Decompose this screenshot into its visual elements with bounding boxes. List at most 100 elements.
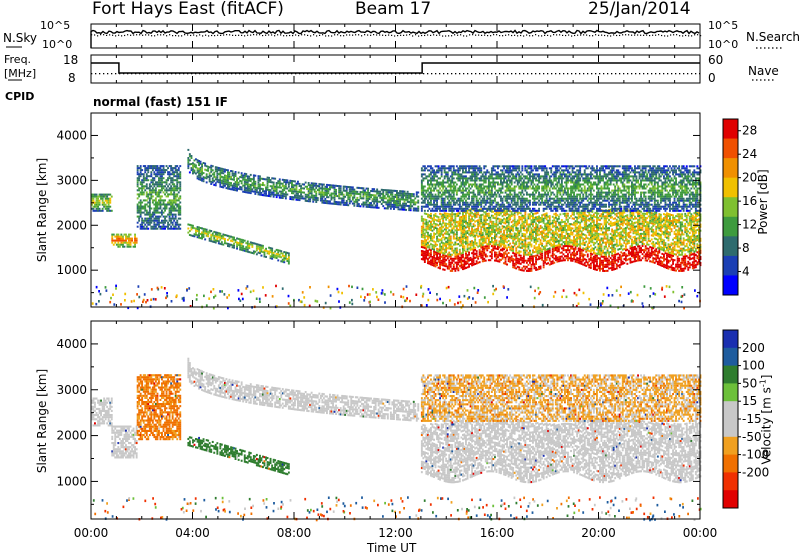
- data-cell: [532, 225, 534, 228]
- data-cell: [291, 180, 293, 182]
- data-cell: [510, 221, 513, 224]
- data-cell: [147, 179, 150, 182]
- data-cell: [204, 238, 207, 241]
- data-cell: [142, 187, 145, 190]
- data-cell: [231, 236, 234, 239]
- data-cell: [497, 229, 499, 232]
- data-cell: [345, 187, 348, 190]
- data-cell: [357, 203, 360, 206]
- data-cell: [457, 220, 460, 223]
- data-cell: [646, 217, 649, 220]
- data-cell: [533, 216, 536, 219]
- data-cell: [466, 254, 469, 257]
- data-cell: [507, 233, 510, 236]
- data-cell: [480, 208, 483, 211]
- data-cell: [220, 182, 223, 184]
- data-cell: [199, 178, 202, 181]
- data-cell: [443, 232, 446, 235]
- data-cell: [231, 244, 234, 247]
- data-cell: [433, 254, 435, 257]
- data-cell: [454, 261, 457, 264]
- data-cell: [240, 188, 243, 191]
- data-cell: [443, 242, 446, 245]
- data-cell: [568, 235, 571, 238]
- data-cell: [417, 199, 420, 202]
- data-cell: [109, 199, 112, 202]
- data-cell: [153, 185, 156, 188]
- data-cell: [260, 254, 263, 257]
- data-cell: [463, 227, 466, 230]
- data-cell: [382, 199, 385, 202]
- data-cell: [400, 206, 403, 209]
- data-cell: [167, 179, 169, 182]
- data-cell: [335, 203, 337, 205]
- data-cell: [248, 189, 251, 192]
- data-cell: [533, 245, 536, 248]
- data-cell: [275, 196, 278, 199]
- data-cell: [422, 230, 425, 233]
- data-cell: [283, 187, 286, 190]
- data-cell: [477, 245, 480, 248]
- data-cell: [230, 235, 232, 238]
- data-cell: [515, 257, 518, 260]
- data-cell: [483, 251, 486, 254]
- data-cell: [547, 248, 550, 251]
- data-cell: [472, 223, 475, 226]
- data-cell: [153, 179, 156, 182]
- data-cell: [220, 169, 223, 172]
- data-cell: [313, 190, 316, 193]
- data-cell: [452, 219, 455, 222]
- data-cell: [205, 165, 208, 168]
- data-cell: [147, 197, 150, 200]
- data-cell: [445, 230, 448, 233]
- data-cell: [177, 205, 180, 208]
- data-cell: [480, 218, 483, 221]
- data-cell: [527, 257, 530, 260]
- data-cell: [150, 181, 153, 184]
- data-cell: [480, 256, 483, 259]
- data-cell: [544, 237, 547, 240]
- data-cell: [439, 249, 441, 252]
- data-cell: [144, 169, 147, 172]
- data-cell: [145, 209, 148, 212]
- data-cell: [153, 221, 156, 224]
- data-cell: [110, 195, 113, 198]
- data-cell: [564, 226, 566, 229]
- data-cell: [367, 199, 369, 202]
- data-cell: [547, 229, 550, 232]
- data-cell: [550, 222, 553, 225]
- data-cell: [142, 181, 145, 184]
- data-cell: [283, 185, 286, 188]
- data-cell: [154, 205, 157, 208]
- data-cell: [503, 233, 505, 236]
- data-cell: [422, 232, 425, 235]
- data-cell: [154, 183, 157, 186]
- data-cell: [220, 235, 223, 238]
- data-cell: [394, 196, 397, 198]
- data-cell: [225, 187, 228, 190]
- data-cell: [536, 230, 539, 233]
- data-cell: [142, 225, 145, 228]
- data-cell: [469, 248, 472, 251]
- data-cell: [142, 177, 145, 180]
- data-cell: [174, 169, 177, 172]
- data-cell: [466, 223, 469, 226]
- data-cell: [403, 200, 406, 203]
- data-cell: [365, 195, 368, 198]
- data-cell: [103, 205, 106, 208]
- data-cell: [463, 217, 466, 219]
- data-cell: [503, 254, 505, 257]
- data-cell: [177, 211, 180, 214]
- data-cell: [338, 193, 341, 196]
- data-cell: [217, 232, 220, 235]
- data-cell: [333, 200, 336, 203]
- data-cell: [284, 193, 287, 196]
- data-cell: [494, 237, 496, 240]
- data-cell: [115, 237, 118, 240]
- data-cell: [147, 223, 150, 226]
- data-cell: [289, 187, 292, 190]
- data-cell: [268, 176, 270, 179]
- data-cell: [174, 197, 177, 200]
- data-cell: [406, 200, 409, 203]
- data-cell: [327, 184, 330, 187]
